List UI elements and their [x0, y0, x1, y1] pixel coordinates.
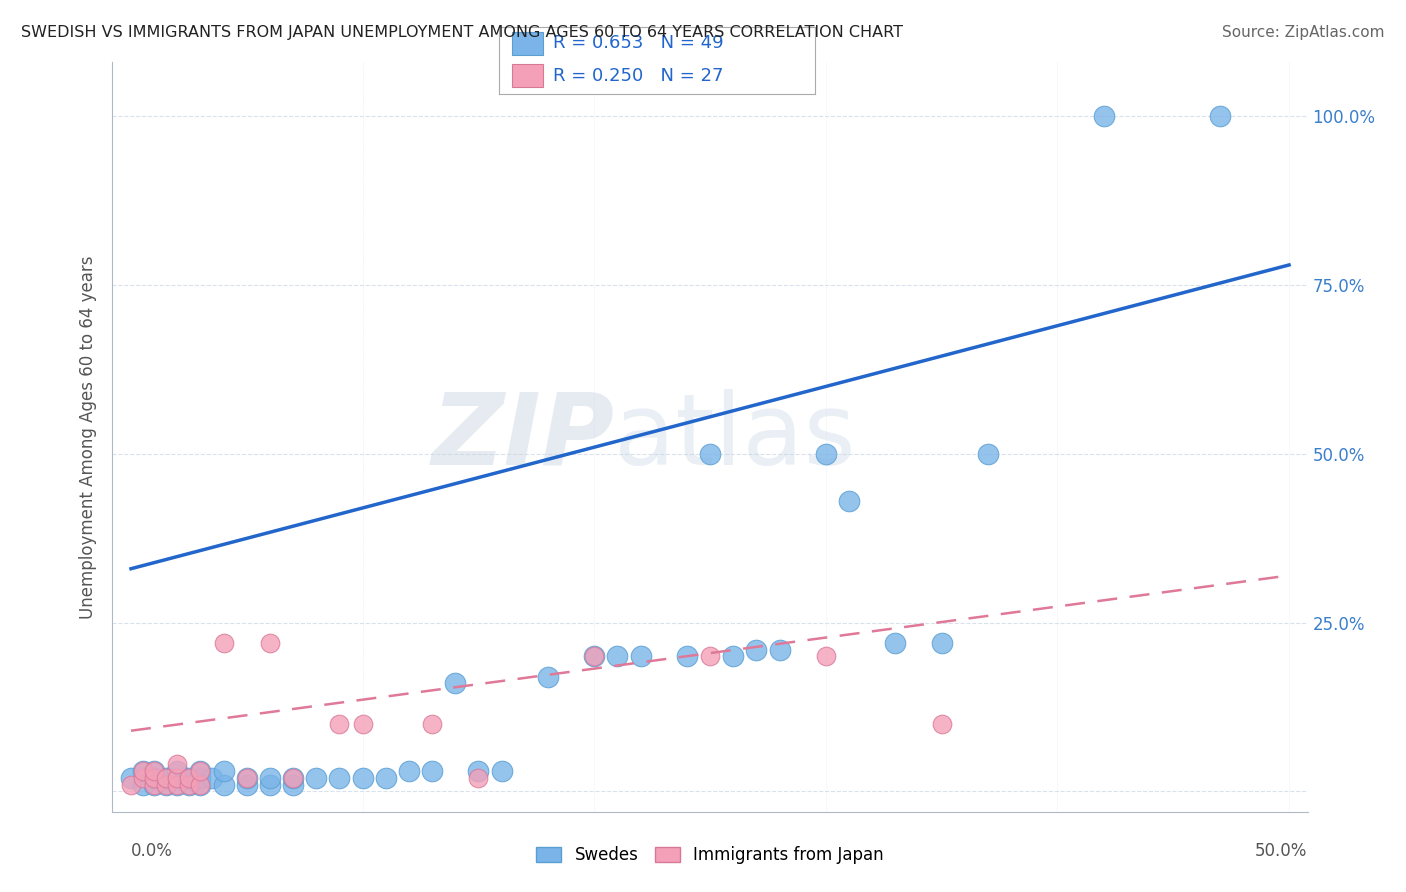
Bar: [512, 64, 543, 87]
Swedes: [398, 764, 420, 779]
Immigrants from Japan: [281, 771, 304, 785]
Immigrants from Japan: [190, 764, 212, 779]
Swedes: [281, 778, 304, 792]
Immigrants from Japan: [467, 771, 489, 785]
Immigrants from Japan: [212, 636, 235, 650]
Text: 50.0%: 50.0%: [1256, 842, 1308, 860]
Immigrants from Japan: [814, 649, 837, 664]
Text: 0.0%: 0.0%: [131, 842, 173, 860]
Swedes: [166, 764, 188, 779]
Swedes: [212, 764, 235, 779]
Swedes: [155, 771, 177, 785]
Text: R = 0.653   N = 49: R = 0.653 N = 49: [553, 35, 724, 53]
Swedes: [131, 764, 153, 779]
Swedes: [745, 642, 768, 657]
Swedes: [420, 764, 443, 779]
Immigrants from Japan: [420, 717, 443, 731]
Swedes: [143, 764, 166, 779]
Immigrants from Japan: [166, 778, 188, 792]
Swedes: [444, 676, 467, 690]
Swedes: [201, 771, 224, 785]
Immigrants from Japan: [259, 636, 281, 650]
Swedes: [155, 778, 177, 792]
Immigrants from Japan: [236, 771, 259, 785]
Swedes: [259, 771, 281, 785]
Immigrants from Japan: [177, 771, 200, 785]
Immigrants from Japan: [131, 764, 153, 779]
Swedes: [305, 771, 328, 785]
Swedes: [236, 771, 259, 785]
Swedes: [583, 649, 606, 664]
Swedes: [259, 778, 281, 792]
Immigrants from Japan: [583, 649, 606, 664]
Immigrants from Japan: [931, 717, 953, 731]
Immigrants from Japan: [166, 771, 188, 785]
Swedes: [374, 771, 396, 785]
Swedes: [1092, 110, 1115, 124]
Swedes: [606, 649, 628, 664]
Swedes: [190, 771, 212, 785]
Swedes: [838, 494, 860, 508]
Swedes: [814, 447, 837, 461]
Immigrants from Japan: [143, 778, 166, 792]
Text: SWEDISH VS IMMIGRANTS FROM JAPAN UNEMPLOYMENT AMONG AGES 60 TO 64 YEARS CORRELAT: SWEDISH VS IMMIGRANTS FROM JAPAN UNEMPLO…: [21, 25, 903, 40]
Immigrants from Japan: [155, 778, 177, 792]
Swedes: [143, 771, 166, 785]
Swedes: [131, 778, 153, 792]
Swedes: [699, 447, 721, 461]
Swedes: [977, 447, 1000, 461]
Y-axis label: Unemployment Among Ages 60 to 64 years: Unemployment Among Ages 60 to 64 years: [79, 255, 97, 619]
Bar: [512, 32, 543, 55]
Immigrants from Japan: [328, 717, 350, 731]
Swedes: [352, 771, 374, 785]
Text: Source: ZipAtlas.com: Source: ZipAtlas.com: [1222, 25, 1385, 40]
Swedes: [190, 764, 212, 779]
Swedes: [236, 778, 259, 792]
Swedes: [143, 778, 166, 792]
Swedes: [212, 778, 235, 792]
Swedes: [120, 771, 142, 785]
Immigrants from Japan: [155, 771, 177, 785]
Swedes: [630, 649, 652, 664]
Immigrants from Japan: [131, 771, 153, 785]
Swedes: [328, 771, 350, 785]
Swedes: [166, 778, 188, 792]
Swedes: [676, 649, 699, 664]
Text: atlas: atlas: [614, 389, 856, 485]
Swedes: [931, 636, 953, 650]
Text: R = 0.250   N = 27: R = 0.250 N = 27: [553, 67, 724, 85]
Swedes: [177, 778, 200, 792]
Legend: Swedes, Immigrants from Japan: Swedes, Immigrants from Japan: [530, 839, 890, 871]
Swedes: [768, 642, 790, 657]
Swedes: [537, 670, 560, 684]
Swedes: [884, 636, 907, 650]
Immigrants from Japan: [166, 757, 188, 772]
Immigrants from Japan: [190, 778, 212, 792]
Immigrants from Japan: [352, 717, 374, 731]
Immigrants from Japan: [120, 778, 142, 792]
Immigrants from Japan: [143, 764, 166, 779]
Swedes: [1208, 110, 1230, 124]
Swedes: [281, 771, 304, 785]
Swedes: [491, 764, 513, 779]
Immigrants from Japan: [143, 771, 166, 785]
Swedes: [190, 778, 212, 792]
Immigrants from Japan: [177, 778, 200, 792]
Swedes: [467, 764, 489, 779]
Swedes: [177, 771, 200, 785]
Swedes: [721, 649, 744, 664]
Text: ZIP: ZIP: [432, 389, 614, 485]
Immigrants from Japan: [699, 649, 721, 664]
